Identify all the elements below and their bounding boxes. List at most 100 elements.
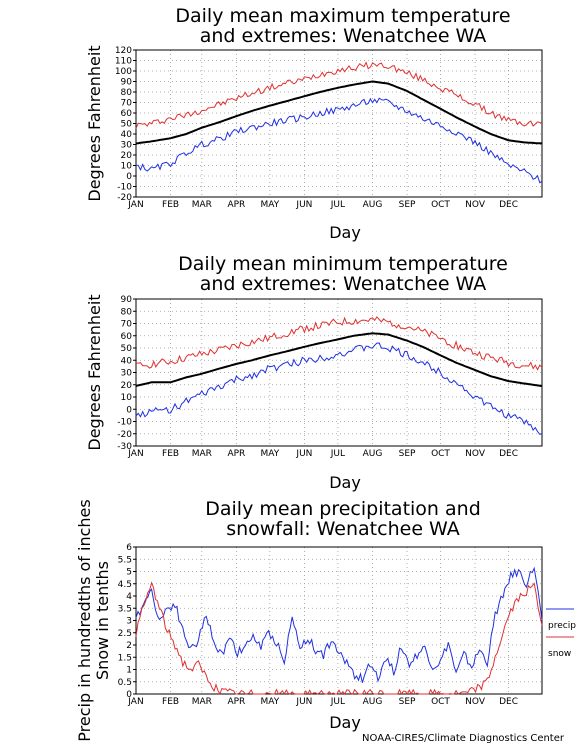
chart-title-line: Daily mean precipitation and (205, 498, 481, 520)
y-axis-label: Degrees Fahrenheit (85, 45, 104, 201)
y-tick-label: -20 (117, 430, 132, 440)
x-axis-label: Day (329, 713, 361, 732)
legend-label: snow (548, 649, 571, 659)
y-tick-label: 30 (121, 369, 133, 379)
y-tick-label: 90 (121, 78, 133, 88)
x-month-label: OCT (431, 200, 450, 210)
x-month-label: DEC (499, 697, 518, 707)
series-line (135, 80, 543, 145)
chart-title-line: snowfall: Wenatchee WA (226, 518, 460, 540)
series-line (135, 97, 543, 184)
x-month-label: JUL (330, 200, 345, 210)
x-month-label: JUL (330, 449, 345, 459)
y-tick-label: 1.5 (118, 653, 132, 663)
x-month-label: MAR (192, 449, 212, 459)
x-month-label: FEB (162, 200, 179, 210)
x-month-label: APR (227, 200, 245, 210)
y-tick-label: 0 (126, 405, 132, 415)
y-tick-label: 30 (121, 141, 133, 151)
x-month-label: DEC (499, 200, 518, 210)
x-month-label: AUG (363, 449, 383, 459)
x-month-label: OCT (431, 697, 450, 707)
y-tick-label: 120 (115, 46, 132, 56)
y-tick-label: 50 (121, 344, 133, 354)
x-month-label: FEB (162, 697, 179, 707)
x-month-label: JUL (330, 697, 345, 707)
y-tick-label: 3 (126, 617, 132, 627)
y-tick-label: 20 (121, 151, 133, 161)
y-tick-label: 90 (121, 295, 133, 305)
x-month-label: MAR (192, 200, 212, 210)
x-month-label: DEC (499, 449, 518, 459)
y-axis-label: Degrees Fahrenheit (85, 294, 104, 450)
x-month-label: APR (227, 449, 245, 459)
y-tick-label: 110 (115, 57, 132, 67)
y-tick-label: 2.5 (118, 629, 132, 639)
y-tick-label: 70 (121, 320, 133, 330)
series-line (135, 342, 543, 435)
series-line (135, 332, 543, 387)
y-tick-label: -10 (117, 418, 132, 428)
series-line (135, 61, 543, 129)
y-tick-label: 50 (121, 120, 133, 130)
x-month-label: NOV (465, 449, 486, 459)
y-tick-label: 70 (121, 99, 133, 109)
y-tick-label: 4 (126, 592, 132, 602)
y-tick-label: 2 (126, 641, 132, 651)
x-month-label: JAN (127, 697, 143, 707)
y-tick-label: 40 (121, 130, 133, 140)
y-tick-label: 0.5 (118, 678, 132, 688)
y-tick-label: -30 (117, 442, 132, 452)
x-month-label: SEP (399, 449, 416, 459)
x-month-label: JAN (127, 449, 143, 459)
x-month-label: JUN (295, 697, 312, 707)
x-month-label: SEP (399, 697, 416, 707)
snow-line (135, 581, 543, 696)
x-month-label: JAN (127, 200, 143, 210)
x-month-label: MAY (260, 200, 279, 210)
chart-title-line: Daily mean maximum temperature (175, 5, 510, 27)
x-month-label: SEP (399, 200, 416, 210)
x-month-label: NOV (465, 697, 486, 707)
y-axis-label: Precip in hundredths of inches (75, 499, 94, 741)
x-month-label: MAR (192, 697, 212, 707)
chart-title-line: Daily mean minimum temperature (178, 253, 508, 275)
x-axis-label: Day (329, 473, 361, 492)
credit-text: NOAA-CIRES/Climate Diagnostics Center (362, 733, 565, 744)
y-tick-label: 80 (121, 88, 133, 98)
legend-label: precip (548, 621, 576, 631)
x-month-label: NOV (465, 200, 486, 210)
y-tick-label: 20 (121, 381, 133, 391)
y-tick-label: 5 (126, 568, 132, 578)
series-line (135, 316, 543, 371)
chart-title-line: and extremes: Wenatchee WA (200, 273, 487, 295)
x-month-label: JUN (295, 449, 312, 459)
x-month-label: FEB (162, 449, 179, 459)
x-month-label: OCT (431, 449, 450, 459)
y-tick-label: 4.5 (118, 580, 132, 590)
y-tick-label: 60 (121, 332, 133, 342)
x-month-label: APR (227, 697, 245, 707)
x-axis-label: Day (329, 223, 361, 242)
x-month-label: MAY (260, 449, 279, 459)
y-tick-label: -20 (117, 193, 132, 203)
y-axis-label: Snow in tenths (93, 561, 112, 680)
x-month-label: MAY (260, 697, 279, 707)
y-tick-label: 80 (121, 307, 133, 317)
precip-line (135, 566, 543, 683)
y-tick-label: 10 (121, 162, 133, 172)
y-tick-label: 40 (121, 356, 133, 366)
chart-title-line: and extremes: Wenatchee WA (200, 25, 487, 47)
y-tick-label: -10 (117, 183, 132, 193)
x-month-label: AUG (363, 200, 383, 210)
y-tick-label: 0 (126, 690, 132, 700)
x-month-label: JUN (295, 200, 312, 210)
y-tick-label: 60 (121, 109, 133, 119)
y-tick-label: 0 (126, 172, 132, 182)
y-tick-label: 1 (126, 666, 132, 676)
y-tick-label: 3.5 (118, 604, 132, 614)
